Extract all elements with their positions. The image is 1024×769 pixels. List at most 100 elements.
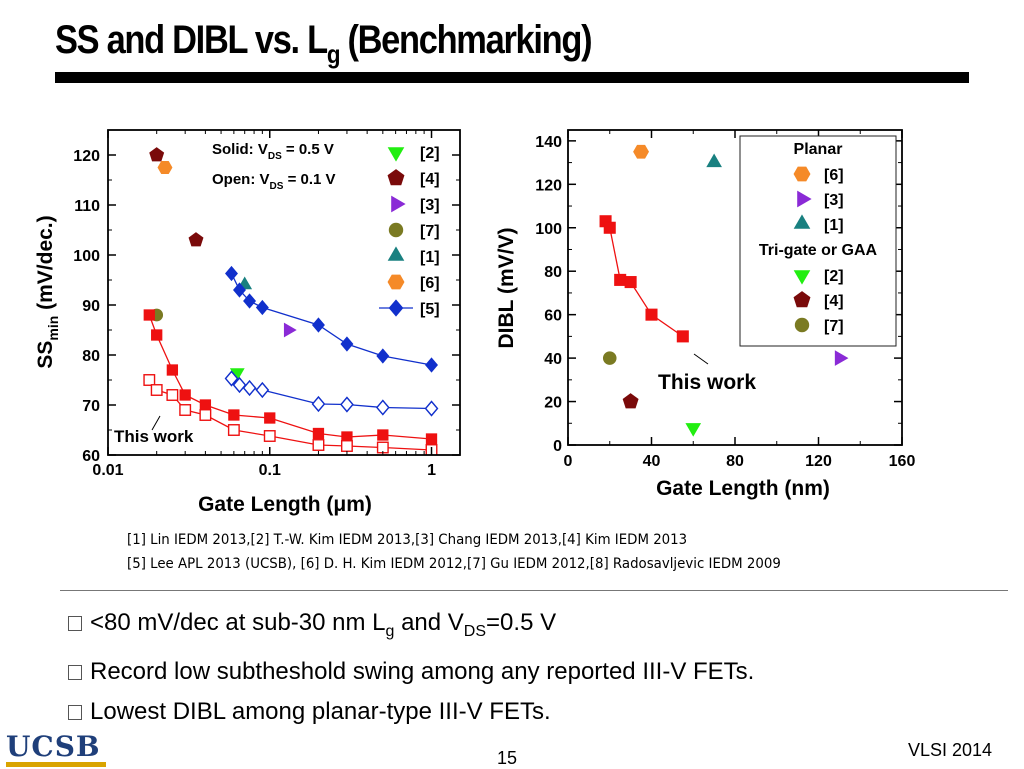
x-tick-label: 40 <box>643 453 661 470</box>
ss-series-square-point <box>425 433 438 445</box>
page-number: 15 <box>497 748 518 768</box>
ucsb-logo: UCSB <box>6 730 101 763</box>
y-tick-label: 80 <box>82 348 100 365</box>
ss-series-square-open-point <box>199 409 212 421</box>
conference-label: VLSI 2014 <box>908 740 993 760</box>
ss-series-square-point <box>151 329 163 341</box>
ss-series-5-point <box>233 282 246 298</box>
bullet-item: <80 mV/dec at sub-30 nm Lg and VDS=0.5 V <box>68 603 754 652</box>
ss-legend-marker-1 <box>387 246 405 261</box>
x-tick-label: 0.01 <box>92 462 123 479</box>
dibl-series-3-point <box>834 350 849 366</box>
ss-series-square-point <box>312 427 325 440</box>
y-tick-label: 0 <box>553 438 562 455</box>
dibl-series-square-point <box>603 221 616 234</box>
dibl-legend-label: [3] <box>824 192 844 209</box>
ss-legend-marker-3 <box>391 195 406 213</box>
slide-title: SS and DIBL vs. Lg (Benchmarking) <box>55 18 593 70</box>
dibl-series-6-point <box>633 144 650 159</box>
ss-legend-label: [3] <box>420 197 440 214</box>
y-tick-label: 40 <box>544 351 562 368</box>
x-tick-label: 120 <box>805 453 832 470</box>
dibl-plot-area <box>599 144 849 437</box>
ss-series-square-open-point <box>312 439 325 451</box>
ss-series-square-point <box>166 364 179 376</box>
ss-legend-label: [5] <box>420 301 440 318</box>
dibl-legend-box <box>739 135 897 347</box>
dibl-legend-label: [4] <box>824 293 844 310</box>
title-subscript: g <box>326 39 341 69</box>
dibl-series-4-point <box>622 393 639 409</box>
y-tick-label: 100 <box>535 221 562 238</box>
ss-series-5-point <box>376 348 390 364</box>
bullet-item: Record low subtheshold swing among any r… <box>68 652 754 692</box>
reference-line: [5] Lee APL 2013 (UCSB), [6] D. H. Kim I… <box>127 556 781 572</box>
dibl-annotation: This work <box>658 371 756 394</box>
ss-series-diamond-open-point <box>375 399 390 416</box>
dibl-series-square-point <box>645 308 658 321</box>
dibl-series-2-point <box>685 423 702 437</box>
ss-series-square-open-point <box>150 384 163 396</box>
y-tick-label: 70 <box>82 398 100 415</box>
x-tick-label: 80 <box>726 453 744 470</box>
ss-legend-label: [1] <box>420 249 440 266</box>
ss-series-square-open-point <box>179 404 192 416</box>
ss-legend-label: [7] <box>420 223 440 240</box>
y-tick-label: 100 <box>73 248 100 265</box>
ss-legend-marker-2 <box>387 147 405 162</box>
ss-series-diamond-open-point <box>424 400 439 417</box>
ss-series-square-point <box>228 409 240 421</box>
dibl-legend-marker-3 <box>797 190 812 208</box>
ss-series-square-open-point <box>166 389 179 401</box>
dibl-legend-marker-7 <box>794 317 810 333</box>
ss-series-square-open-point <box>263 430 276 442</box>
ss-series-4-point <box>188 232 204 247</box>
dibl-legend-label: [7] <box>824 318 844 335</box>
ss-series-square-point <box>264 412 276 424</box>
ss-annotation: This work <box>114 427 194 446</box>
ss-series-diamond-open-point <box>224 370 239 387</box>
bullet-item: Lowest DIBL among planar-type III-V FETs… <box>68 692 754 732</box>
ss-legend-marker-6 <box>387 274 405 290</box>
ss-legend-label: [2] <box>420 145 440 162</box>
dibl-vs-lg-chart: 0 40 80 120 160 0 20 40 60 80 100 120 140 Planar [6] [… <box>495 129 915 500</box>
ss-series-square-open-point <box>143 374 156 386</box>
ss-series-square-point <box>377 429 389 441</box>
dibl-legend-marker-6 <box>793 166 811 182</box>
x-tick-label: 1 <box>427 462 436 479</box>
ss-series-diamond-open-point <box>340 396 354 413</box>
ss-series-5-point <box>255 299 269 316</box>
ss-vs-lg-chart: 0.01 0.1 1 60 70 80 90 100 110 120 [2] [4] [3] [7] [1… <box>34 129 461 516</box>
bullet-box-icon <box>68 664 82 680</box>
dibl-series-square-point <box>676 330 689 343</box>
dibl-legend-marker-1 <box>793 214 811 229</box>
ss-series-5-line <box>230 273 432 366</box>
dibl-legend-marker-2 <box>793 270 811 285</box>
dibl-legend-label: [2] <box>824 268 844 285</box>
dibl-y-axis-title: DIBL (mV/V) <box>495 228 518 349</box>
dibl-legend-marker-4 <box>793 291 811 308</box>
ss-annotation-arrow <box>151 415 161 431</box>
ss-series-diamond-open-point <box>255 381 270 399</box>
ss-series-diamond-open-point <box>242 379 257 397</box>
title-main: SS and DIBL vs. L <box>55 18 328 62</box>
references: [1] Lin IEDM 2013,[2] T.-W. Kim IEDM 201… <box>127 528 838 576</box>
ss-series-3-point <box>283 322 297 338</box>
ss-series-diamond-open-point <box>311 395 326 413</box>
ss-legend-marker-4 <box>387 169 405 186</box>
ss-legend-marker-5 <box>388 299 404 317</box>
ss-legend: [2] [4] [3] [7] [1] [6] [5] <box>379 145 440 318</box>
y-tick-label: 120 <box>73 148 100 165</box>
dibl-series-square-point <box>624 276 637 289</box>
dibl-axes: 0 40 80 120 160 0 20 40 60 80 100 120 140 <box>535 130 915 470</box>
x-tick-label: 0.1 <box>259 462 281 479</box>
title-suffix: (Benchmarking) <box>339 18 592 62</box>
y-tick-label: 140 <box>535 134 562 151</box>
ss-series-square-point <box>179 389 191 401</box>
x-tick-label: 160 <box>889 453 916 470</box>
dibl-legend-label: [1] <box>824 217 844 234</box>
x-tick-label: 0 <box>564 453 573 470</box>
y-tick-label: 120 <box>535 177 562 194</box>
dibl-legend-header: Planar <box>794 141 843 158</box>
ss-note-open: Open: VDS = 0.1 V <box>212 171 336 192</box>
